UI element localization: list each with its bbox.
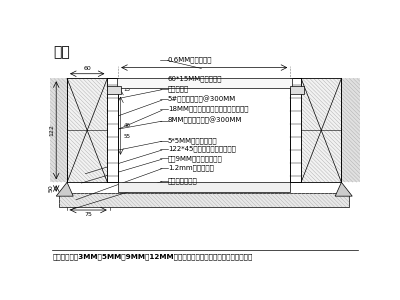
Text: 玫瑰木饰面: 玫瑰木饰面 xyxy=(168,86,189,92)
Text: 8MM对撑螺丝间距@300MM: 8MM对撑螺丝间距@300MM xyxy=(168,117,242,124)
Text: 46: 46 xyxy=(124,123,131,128)
Bar xyxy=(290,78,341,182)
Text: 阴角处硅胶处理: 阴角处硅胶处理 xyxy=(168,178,198,184)
Text: 18MM厚榉枝细木工板、防火涂料三度: 18MM厚榉枝细木工板、防火涂料三度 xyxy=(168,106,248,112)
Polygon shape xyxy=(335,182,352,196)
Text: 注：木龙骨、3MM，5MM，9MM，12MM夹板；细木工板防火涂料三度，靠墙防底: 注：木龙骨、3MM，5MM，9MM，12MM夹板；细木工板防火涂料三度，靠墙防底 xyxy=(53,253,254,260)
Polygon shape xyxy=(56,182,73,196)
Text: 15: 15 xyxy=(124,87,131,92)
Text: 1.2mm拉丝不锈钢: 1.2mm拉丝不锈钢 xyxy=(168,164,214,171)
Bar xyxy=(107,78,118,182)
Bar xyxy=(59,193,349,207)
Bar xyxy=(117,78,292,88)
Text: 5#镀锌扁铁间距@300MM: 5#镀锌扁铁间距@300MM xyxy=(168,95,236,103)
Text: 5*5MM实木收边线条: 5*5MM实木收边线条 xyxy=(168,137,218,144)
Bar xyxy=(290,86,304,94)
Text: 75: 75 xyxy=(84,212,92,217)
Bar xyxy=(107,86,121,94)
Text: 122: 122 xyxy=(49,124,54,136)
Text: 榉枝9MM板防火涂料三度: 榉枝9MM板防火涂料三度 xyxy=(168,155,222,162)
Bar xyxy=(67,78,118,182)
Text: 60: 60 xyxy=(83,66,91,71)
Text: 0.6MM玫瑰木木皮: 0.6MM玫瑰木木皮 xyxy=(168,57,212,63)
Bar xyxy=(290,78,301,182)
Text: 50: 50 xyxy=(49,184,54,192)
Text: 122*45榉枝木方防火涂料三度: 122*45榉枝木方防火涂料三度 xyxy=(168,146,236,152)
Bar xyxy=(290,78,341,182)
Text: 55: 55 xyxy=(124,134,131,139)
Bar xyxy=(118,182,290,191)
Text: 大样: 大样 xyxy=(53,45,70,59)
Bar xyxy=(67,78,118,182)
Bar xyxy=(50,78,67,182)
Text: 60*15MM宽实木线条: 60*15MM宽实木线条 xyxy=(168,76,222,83)
Bar xyxy=(342,78,360,182)
